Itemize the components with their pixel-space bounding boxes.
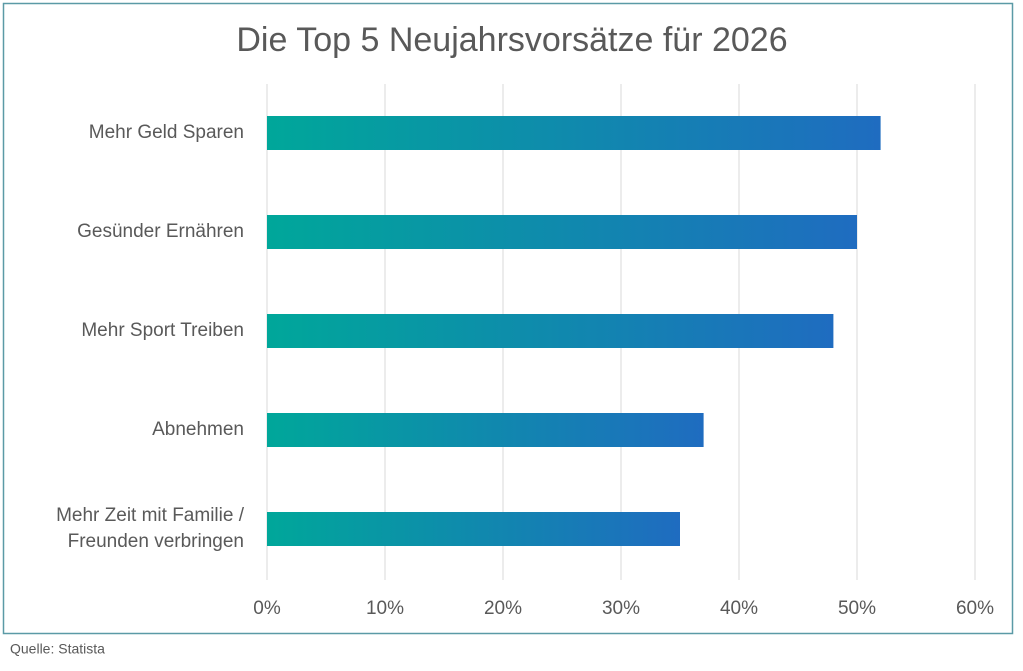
- x-tick-label: 10%: [366, 598, 404, 619]
- x-tick-label: 20%: [484, 598, 522, 619]
- y-tick-label: Mehr Sport Treiben: [81, 320, 244, 341]
- bar: [267, 413, 704, 447]
- bar: [267, 512, 680, 546]
- source: Quelle: Statista: [10, 641, 105, 657]
- x-tick-label: 40%: [720, 598, 758, 619]
- x-tick-label: 30%: [602, 598, 640, 619]
- bar: [267, 215, 857, 249]
- y-tick-label: Mehr Geld Sparen: [88, 122, 244, 143]
- bar: [267, 116, 881, 150]
- bar: [267, 314, 834, 348]
- x-tick-label: 50%: [838, 598, 876, 619]
- x-tick-label: 0%: [253, 598, 281, 619]
- x-tick-label: 60%: [956, 598, 994, 619]
- y-tick-label: Mehr Zeit mit Familie / Freunden verbrin…: [56, 505, 244, 552]
- y-tick-label: Abnehmen: [152, 419, 244, 440]
- y-tick-label: Gesünder Ernähren: [77, 221, 244, 242]
- chart-title: Die Top 5 Neujahrsvorsätze für 2026: [236, 21, 787, 59]
